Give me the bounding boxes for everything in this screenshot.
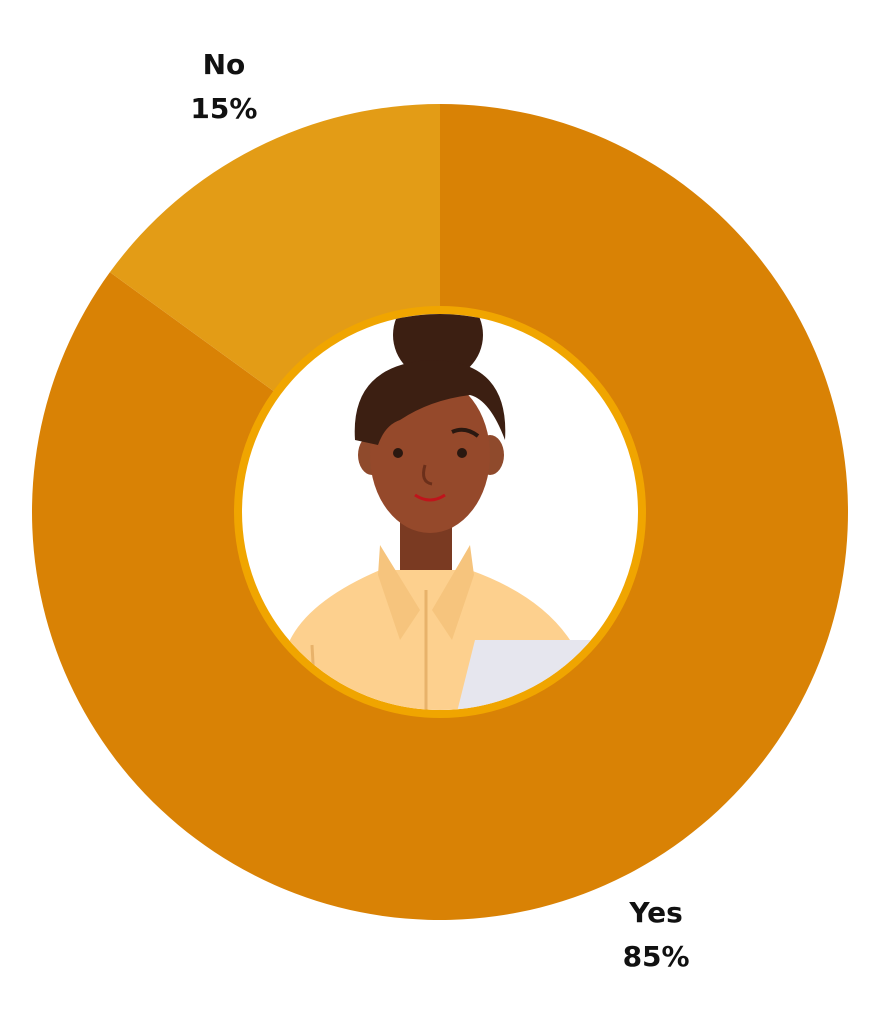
slice-name: No <box>203 48 246 81</box>
slice <box>109 103 440 392</box>
slice-value-label: 15% <box>190 92 257 125</box>
slices <box>31 103 849 920</box>
slice-value-label: 85% <box>623 940 690 973</box>
center-illustration <box>234 306 646 718</box>
slice-name: Yes <box>628 896 682 929</box>
labels: Yes 85% No 15% <box>190 48 689 973</box>
slice <box>31 104 849 920</box>
